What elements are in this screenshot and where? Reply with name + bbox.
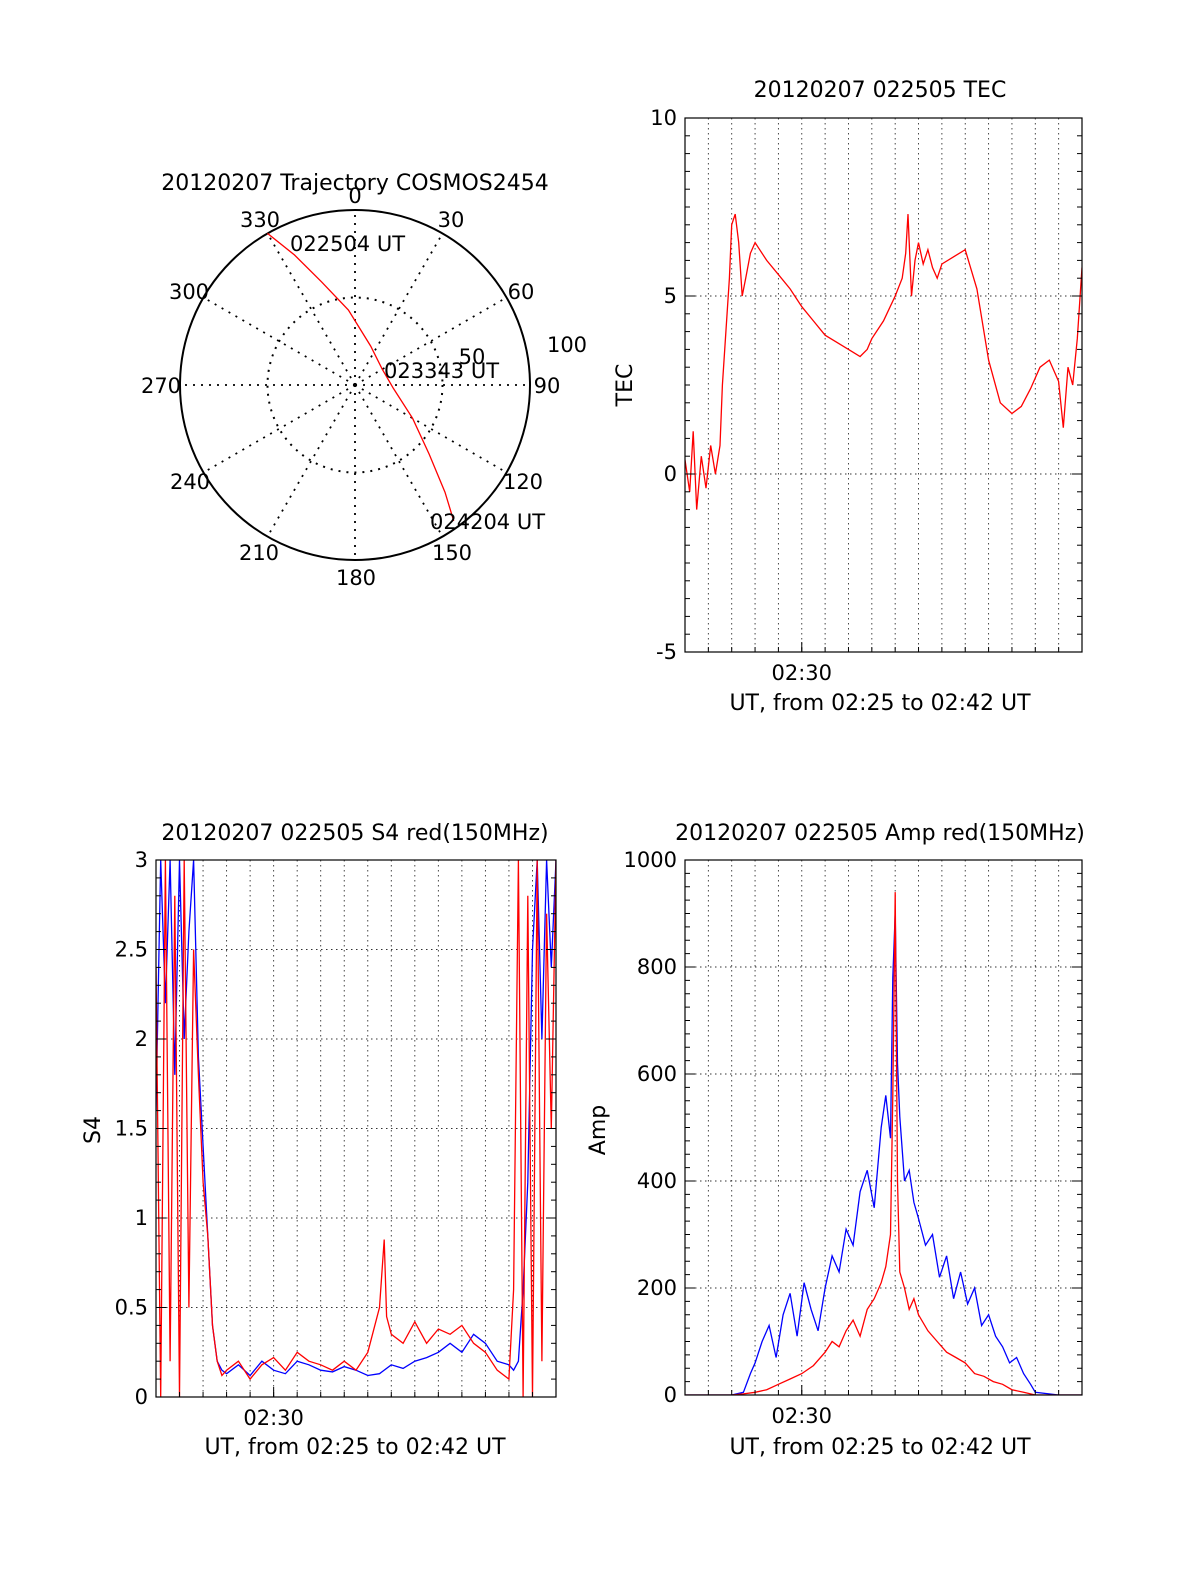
y-tick-label: 0.5: [115, 1296, 148, 1320]
series-line: [156, 860, 556, 1397]
polar-radius-label: 100: [547, 333, 587, 357]
amp-xlabel: UT, from 02:25 to 02:42 UT: [729, 1435, 1031, 1460]
trajectory-time-annotation: 022504 UT: [290, 232, 405, 256]
y-tick-label: 800: [637, 955, 677, 979]
trajectory-time-annotation: 023343 UT: [384, 359, 499, 383]
s4-xlabel: UT, from 02:25 to 02:42 UT: [204, 1435, 506, 1460]
y-tick-label: 1.5: [115, 1117, 148, 1141]
y-tick-label: 1000: [624, 848, 677, 872]
polar-outer-circle: [179, 209, 531, 561]
polar-radius-label: 50: [459, 345, 486, 369]
polar-angle-label: 150: [432, 541, 472, 565]
y-tick-label: 10: [650, 106, 677, 130]
polar-grid: [179, 209, 531, 561]
polar-inner-circle: [266, 296, 444, 474]
tec-xlabel: UT, from 02:25 to 02:42 UT: [729, 691, 1031, 716]
s4-ylabel: S4: [81, 1116, 106, 1144]
polar-spoke: [354, 232, 444, 386]
s4-panel: 20120207 022505 S4 red(150MHz) UT, from …: [81, 821, 557, 1460]
x-tick-label: 02:30: [771, 661, 832, 685]
y-tick-label: 0: [664, 462, 677, 486]
polar-spoke: [354, 384, 444, 538]
series-line: [685, 913, 1082, 1395]
polar-angle-label: 210: [239, 541, 279, 565]
y-tick-label: 3: [135, 848, 148, 872]
polar-angle-label: 240: [170, 470, 210, 494]
series-line: [685, 213, 1082, 510]
polar-spoke: [354, 296, 508, 386]
y-tick-label: 5: [664, 284, 677, 308]
trajectory-time-annotation: 024204 UT: [430, 510, 545, 534]
polar-spoke: [266, 384, 356, 538]
s4-title: 20120207 022505 S4 red(150MHz): [161, 821, 548, 846]
x-tick-label: 02:30: [243, 1406, 304, 1430]
polar-angle-label: 330: [240, 208, 280, 232]
polar-angle-label: 270: [141, 374, 181, 398]
polar-radius-labels: 50 100: [459, 333, 587, 369]
polar-spoke: [202, 296, 356, 386]
trajectory-annotations: 022504 UT 023343 UT 024204 UT: [290, 232, 545, 534]
y-tick-label: 2: [135, 1027, 148, 1051]
tec-ylabel: TEC: [613, 364, 638, 408]
polar-angle-label: 90: [534, 374, 561, 398]
polar-angle-label: 300: [169, 280, 209, 304]
y-tick-label: 2.5: [115, 938, 148, 962]
polar-angle-label: 0: [348, 184, 361, 208]
amp-title: 20120207 022505 Amp red(150MHz): [675, 821, 1085, 846]
trajectory-polar-panel: 20120207 Trajectory COSMOS2454 0 30 60 90 12…: [141, 171, 587, 590]
y-tick-label: 400: [637, 1169, 677, 1193]
plot-frame: [684, 117, 1083, 653]
polar-spoke: [266, 232, 356, 386]
amp-panel: 20120207 022505 Amp red(150MHz) UT, from…: [586, 821, 1085, 1460]
series-line: [156, 860, 556, 1377]
tec-panel: 20120207 022505 TEC UT, from 02:25 to 02…: [613, 78, 1083, 716]
polar-angle-label: 120: [503, 470, 543, 494]
trajectory-path: [267, 232, 455, 522]
polar-spoke: [354, 384, 508, 474]
polar-angle-label: 30: [438, 208, 465, 232]
tec-title: 20120207 022505 TEC: [754, 78, 1007, 103]
amp-ylabel: Amp: [586, 1105, 611, 1155]
y-tick-label: 200: [637, 1276, 677, 1300]
plot-frame: [684, 859, 1083, 1396]
y-tick-label: 600: [637, 1062, 677, 1086]
y-tick-label: 1: [135, 1206, 148, 1230]
trajectory-title: 20120207 Trajectory COSMOS2454: [161, 171, 548, 196]
polar-angle-label: 60: [508, 280, 535, 304]
y-tick-label: 0: [135, 1385, 148, 1409]
polar-spoke: [202, 384, 356, 474]
series-line: [685, 892, 1082, 1395]
polar-angle-labels: 0 30 60 90 120 150 180 210 240 270 300 330: [141, 184, 560, 590]
y-tick-label: 0: [664, 1383, 677, 1407]
y-tick-label: -5: [656, 640, 677, 664]
x-tick-label: 02:30: [771, 1404, 832, 1428]
polar-angle-label: 180: [336, 566, 376, 590]
